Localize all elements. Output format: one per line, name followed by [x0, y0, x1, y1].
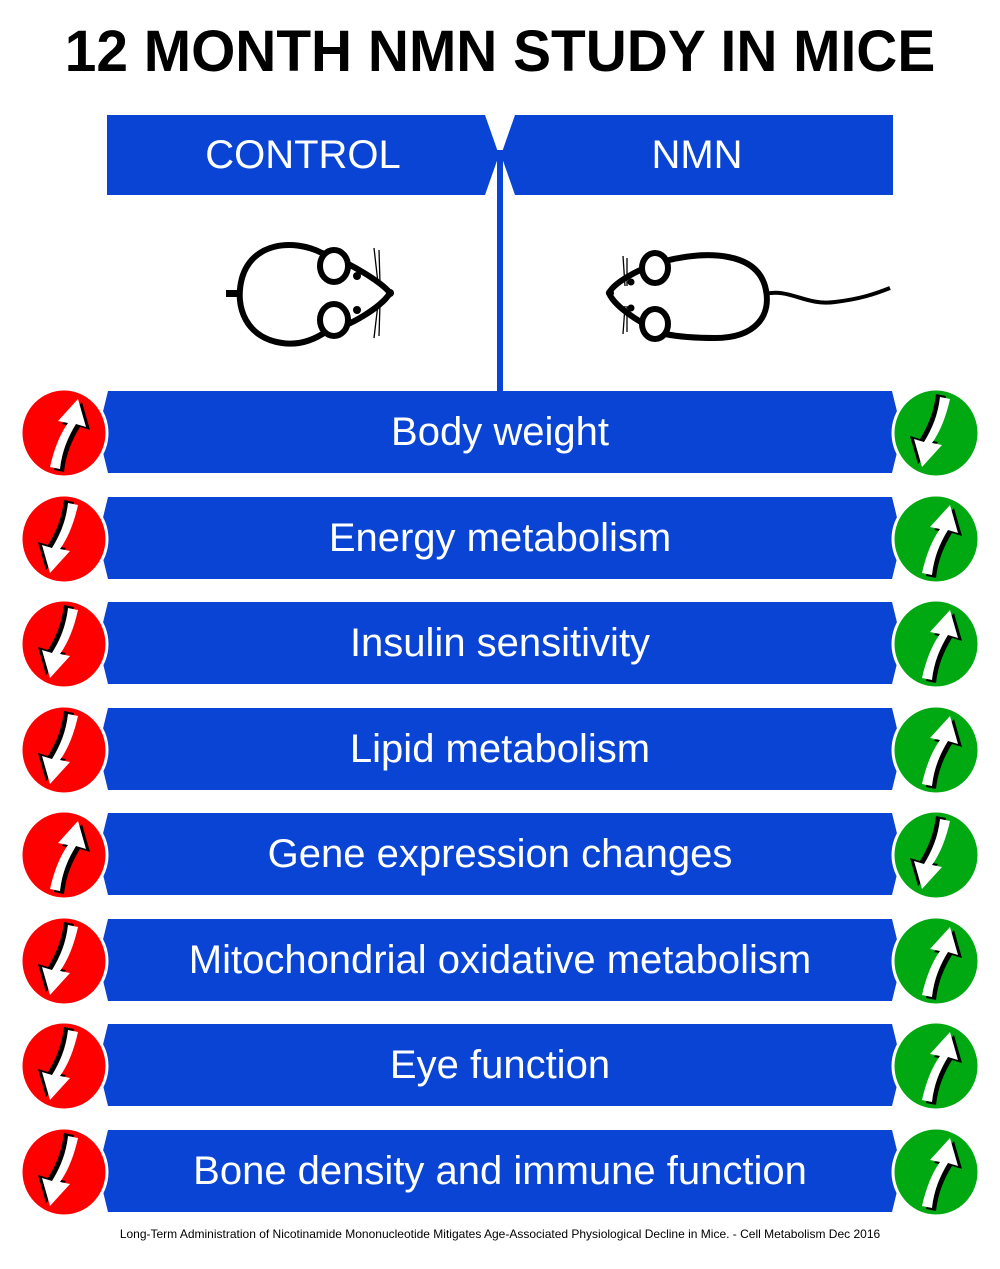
arrow-down-icon [19, 598, 109, 690]
nmn-badge [890, 598, 982, 695]
control-badge [18, 704, 110, 801]
outcome-banner [98, 1024, 902, 1106]
outcome-row: Mitochondrial oxidative metabolism [0, 915, 1000, 1006]
outcome-banner [98, 1129, 902, 1212]
outcome-banner [98, 707, 902, 790]
outcome-label: Gene expression changes [267, 832, 733, 876]
outcome-row: Gene expression changes [0, 809, 1000, 901]
arrow-up-icon [19, 387, 109, 479]
outcome-row: Eye function [0, 1020, 1000, 1112]
outcome-banner [98, 813, 902, 895]
nmn-header-label: NMN [651, 133, 743, 177]
outcome-row: Bone density and immune function [0, 1126, 1000, 1217]
arrow-down-icon [891, 387, 981, 479]
arrow-up-icon [19, 809, 109, 901]
arrow-down-icon [19, 1020, 109, 1112]
arrow-up-icon [891, 915, 981, 1006]
arrow-down-icon [19, 1126, 109, 1217]
arrow-down-icon [19, 493, 109, 584]
control-header: CONTROL [107, 115, 499, 195]
control-badge [18, 809, 110, 906]
outcome-label: Lipid metabolism [349, 726, 651, 771]
arrow-up-icon [891, 1020, 981, 1112]
arrow-down-icon [19, 704, 109, 795]
outcome-banner [98, 602, 902, 684]
outcome-label: Eye function [389, 1043, 611, 1087]
outcome-row: Lipid metabolism [0, 704, 1000, 795]
page-title: 12 MONTH NMN STUDY IN MICE [64, 19, 936, 84]
arrow-down-icon [19, 915, 109, 1006]
outcome-label: Mitochondrial oxidative metabolism [188, 937, 812, 982]
outcome-label: Energy metabolism [328, 515, 672, 560]
nmn-badge [890, 493, 982, 590]
nmn-badge [890, 704, 982, 801]
outcome-banner [98, 391, 902, 473]
control-badge [18, 493, 110, 590]
outcome-banner [98, 496, 902, 579]
control-header-label: CONTROL [205, 133, 401, 177]
arrow-up-icon [891, 598, 981, 690]
outcome-row: Insulin sensitivity [0, 598, 1000, 690]
nmn-mouse-icon [605, 250, 891, 342]
outcome-label: Insulin sensitivity [349, 621, 651, 665]
arrow-down-icon [891, 809, 981, 901]
arrow-up-icon [891, 493, 981, 584]
control-mouse-icon [226, 242, 394, 347]
control-badge [18, 1020, 110, 1117]
outcome-label: Body weight [391, 410, 609, 454]
outcome-label: Bone density and immune function [193, 1148, 807, 1193]
nmn-badge [890, 915, 982, 1012]
control-badge [18, 387, 110, 484]
outcome-row: Energy metabolism [0, 493, 1000, 584]
citation: Long-Term Administration of Nicotinamide… [119, 1227, 881, 1241]
nmn-badge [890, 1126, 982, 1223]
outcome-banner [98, 918, 902, 1001]
control-badge [18, 598, 110, 695]
control-badge [18, 1126, 110, 1223]
outcome-row: Body weight [0, 387, 1000, 479]
nmn-badge [890, 1020, 982, 1117]
nmn-header: NMN [501, 115, 893, 195]
control-badge [18, 915, 110, 1012]
divider-line [497, 150, 503, 392]
arrow-up-icon [891, 704, 981, 795]
nmn-badge [890, 809, 982, 906]
arrow-up-icon [891, 1126, 981, 1217]
nmn-badge [890, 387, 982, 484]
